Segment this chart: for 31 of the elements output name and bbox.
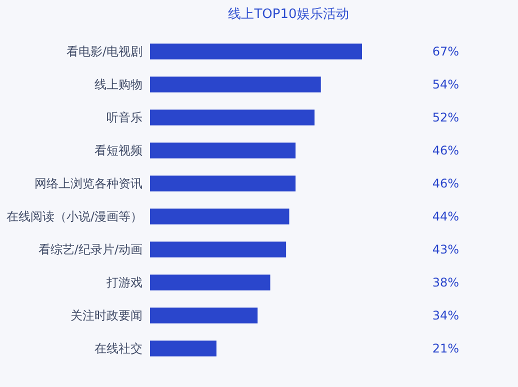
data-label: 67% bbox=[432, 44, 459, 58]
y-tick-label: 关注时政要闻 bbox=[70, 308, 142, 322]
bar bbox=[150, 76, 321, 92]
bar bbox=[150, 242, 286, 258]
bar bbox=[150, 274, 270, 290]
y-tick-label: 看综艺/纪录片/动画 bbox=[38, 242, 142, 256]
bar bbox=[150, 308, 258, 324]
data-label: 52% bbox=[432, 110, 459, 124]
y-tick-label: 打游戏 bbox=[106, 276, 142, 290]
y-tick-label: 在线社交 bbox=[94, 342, 142, 356]
bar bbox=[150, 176, 296, 192]
data-label: 43% bbox=[432, 242, 459, 256]
y-tick-label: 在线阅读（小说/漫画等） bbox=[6, 210, 142, 224]
y-tick-label: 网络上浏览各种资讯 bbox=[34, 176, 142, 190]
data-label: 46% bbox=[432, 176, 459, 190]
data-label: 38% bbox=[432, 276, 459, 290]
data-label: 21% bbox=[432, 342, 459, 356]
data-label: 44% bbox=[432, 210, 459, 224]
y-tick-label: 线上购物 bbox=[94, 78, 142, 92]
bar bbox=[150, 340, 216, 356]
y-tick-label: 看电影/电视剧 bbox=[66, 44, 142, 58]
bar bbox=[150, 208, 290, 224]
data-label: 54% bbox=[432, 78, 459, 92]
bar bbox=[150, 110, 315, 126]
bar bbox=[150, 142, 296, 158]
bar bbox=[150, 44, 362, 60]
y-tick-label: 看短视频 bbox=[94, 144, 142, 158]
data-label: 46% bbox=[432, 144, 459, 158]
chart-title: 线上TOP10娱乐活动 bbox=[228, 7, 349, 22]
data-label: 34% bbox=[432, 308, 459, 322]
y-tick-label: 听音乐 bbox=[106, 110, 142, 124]
